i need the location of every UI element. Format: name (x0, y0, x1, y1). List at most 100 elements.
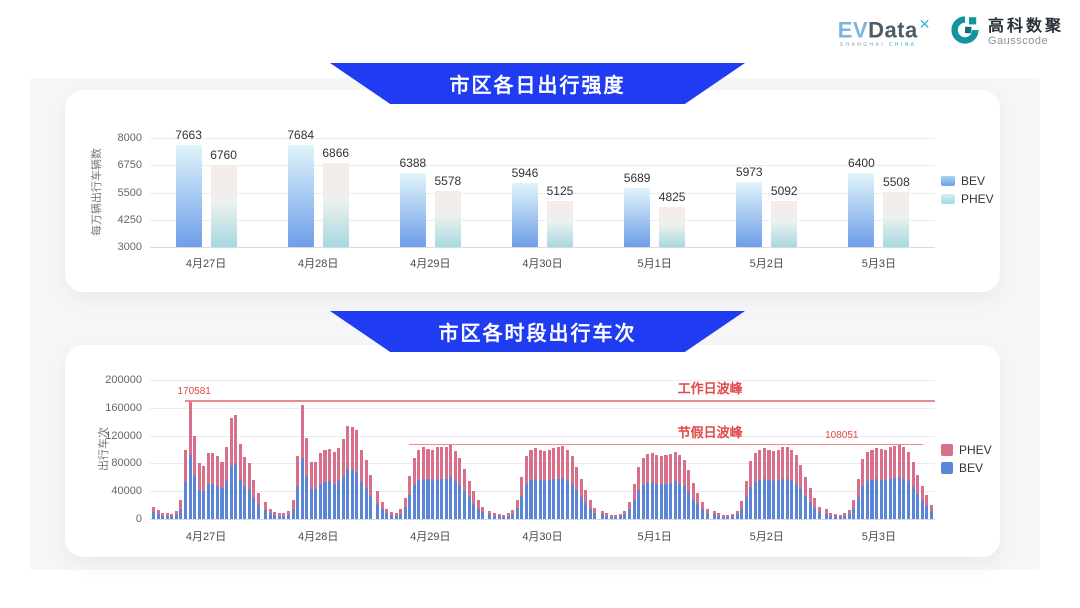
hour-bar[interactable] (614, 514, 618, 519)
hour-bar[interactable] (462, 468, 467, 519)
hour-bar[interactable] (524, 456, 528, 519)
hour-bar[interactable] (476, 499, 480, 519)
hour-bar[interactable] (202, 466, 206, 519)
hour-bar[interactable] (206, 452, 210, 519)
hour-bar[interactable] (678, 455, 682, 519)
hour-bar[interactable] (856, 478, 860, 519)
hour-bar[interactable] (314, 462, 318, 519)
hour-bar[interactable] (385, 508, 389, 519)
hour-bar[interactable] (843, 513, 847, 519)
hour-bar[interactable] (561, 446, 565, 519)
hour-bar[interactable] (359, 449, 364, 519)
hour-bar[interactable] (256, 492, 260, 519)
bev-bar[interactable] (287, 144, 314, 247)
hour-bar[interactable] (609, 514, 613, 519)
hour-bar[interactable] (813, 498, 817, 519)
hour-bar[interactable] (291, 499, 295, 519)
phev-bar[interactable] (771, 201, 798, 247)
hour-bar[interactable] (870, 449, 874, 519)
hour-bar[interactable] (346, 425, 350, 519)
hour-bar[interactable] (472, 491, 476, 519)
hour-bar[interactable] (225, 446, 229, 519)
bev-bar[interactable] (624, 188, 651, 247)
hour-bar[interactable] (350, 426, 354, 519)
hour-bar[interactable] (875, 448, 879, 519)
hour-bar[interactable] (833, 514, 838, 519)
hour-bar[interactable] (767, 449, 771, 519)
hour-bar[interactable] (762, 448, 766, 519)
hour-bar[interactable] (888, 447, 892, 519)
hour-bar[interactable] (394, 512, 398, 519)
hour-bar[interactable] (920, 485, 924, 519)
hour-bar[interactable] (515, 499, 519, 519)
hour-bar[interactable] (584, 489, 588, 519)
hour-bar[interactable] (730, 514, 735, 519)
hour-bar[interactable] (520, 477, 524, 519)
hour-bar[interactable] (897, 443, 901, 519)
hour-bar[interactable] (735, 510, 739, 519)
hour-bar[interactable] (579, 478, 583, 519)
hour-bar[interactable] (234, 415, 238, 519)
hour-bar[interactable] (717, 513, 721, 519)
hour-bar[interactable] (785, 446, 789, 519)
hour-bar[interactable] (369, 475, 373, 519)
hour-bar[interactable] (772, 450, 776, 519)
hour-bar[interactable] (152, 506, 156, 519)
hour-bar[interactable] (440, 447, 444, 519)
phev-bar[interactable] (659, 207, 686, 247)
hour-bar[interactable] (188, 400, 192, 519)
hour-bar[interactable] (687, 470, 691, 519)
hour-bar[interactable] (632, 484, 636, 519)
hour-bar[interactable] (247, 462, 251, 519)
hour-bar[interactable] (412, 457, 416, 519)
hour-bar[interactable] (165, 513, 169, 519)
hour-bar[interactable] (282, 513, 286, 519)
hour-bar[interactable] (552, 448, 556, 519)
hour-bar[interactable] (534, 448, 538, 519)
hour-bar[interactable] (682, 459, 686, 519)
hour-bar[interactable] (600, 510, 604, 519)
hour-bar[interactable] (193, 436, 197, 519)
hour-bar[interactable] (364, 459, 368, 519)
hour-bar[interactable] (506, 513, 510, 519)
hour-bar[interactable] (673, 452, 677, 519)
hour-bar[interactable] (817, 506, 821, 519)
hour-bar[interactable] (328, 448, 332, 519)
hour-bar[interactable] (252, 480, 256, 519)
hour-bar[interactable] (538, 449, 542, 519)
hour-bar[interactable] (618, 514, 622, 519)
hour-bar[interactable] (389, 512, 394, 519)
hour-bar[interactable] (229, 417, 233, 519)
hour-bar[interactable] (444, 446, 448, 519)
hour-bar[interactable] (458, 457, 462, 519)
hour-bar[interactable] (183, 449, 187, 519)
hour-bar[interactable] (547, 449, 551, 519)
hour-bar[interactable] (627, 501, 631, 519)
hour-bar[interactable] (215, 456, 219, 519)
hour-bar[interactable] (286, 510, 291, 519)
hour-bar[interactable] (650, 452, 654, 519)
hour-bar[interactable] (323, 449, 327, 519)
hour-bar[interactable] (332, 452, 336, 519)
hour-bar[interactable] (758, 449, 762, 519)
phev-bar[interactable] (210, 165, 237, 247)
hour-bar[interactable] (399, 509, 403, 519)
hour-bar[interactable] (824, 509, 828, 519)
hour-bar[interactable] (211, 452, 215, 519)
bev-bar[interactable] (175, 145, 202, 247)
hour-bar[interactable] (799, 464, 803, 519)
hour-bar[interactable] (776, 449, 780, 519)
hour-bar[interactable] (565, 450, 570, 519)
hour-bar[interactable] (300, 405, 304, 519)
hour-bar[interactable] (481, 506, 485, 519)
hour-bar[interactable] (529, 449, 533, 519)
hour-bar[interactable] (403, 498, 407, 519)
hour-bar[interactable] (884, 449, 888, 519)
hour-bar[interactable] (605, 513, 609, 519)
hour-bar[interactable] (421, 447, 425, 519)
hour-bar[interactable] (852, 499, 856, 519)
chart2-legend-bev[interactable]: BEV (941, 461, 992, 475)
hour-bar[interactable] (305, 437, 309, 519)
hour-bar[interactable] (655, 455, 659, 519)
hour-bar[interactable] (492, 513, 497, 519)
